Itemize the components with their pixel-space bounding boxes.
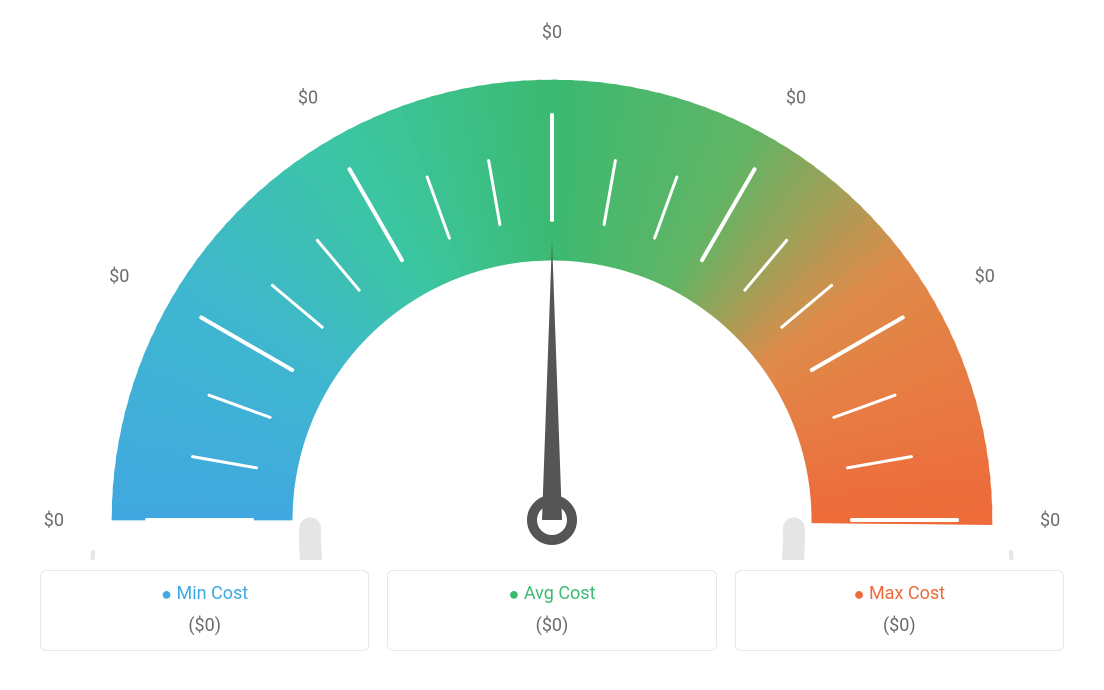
legend-value: ($0) [51, 615, 358, 636]
gauge-tick-label: $0 [786, 87, 806, 108]
legend-label: Max Cost [869, 583, 945, 604]
legend-card-title: ● Avg Cost [398, 583, 705, 605]
legend-dot-icon: ● [509, 584, 524, 605]
legend-label: Avg Cost [524, 583, 596, 604]
gauge-tick-label: $0 [44, 510, 64, 531]
legend-label: Min Cost [177, 583, 249, 604]
legend-card-title: ● Min Cost [51, 583, 358, 605]
gauge-tick-label: $0 [542, 22, 562, 43]
gauge-tick-label: $0 [109, 266, 129, 287]
gauge-tick-label: $0 [975, 266, 995, 287]
legend-dot-icon: ● [854, 584, 869, 605]
legend-value: ($0) [398, 615, 705, 636]
cost-gauge-chart: $0 $0 $0 $0 $0 $0 $0 ● Min Cost ($0) ● Avg Cost (… [0, 0, 1104, 690]
gauge-tick-label: $0 [298, 87, 318, 108]
legend-card: ● Avg Cost ($0) [387, 570, 716, 651]
legend-card: ● Max Cost ($0) [735, 570, 1064, 651]
legend-value: ($0) [746, 615, 1053, 636]
gauge-tick-label: $0 [1040, 510, 1060, 531]
legend-dot-icon: ● [161, 584, 176, 605]
legend-card: ● Min Cost ($0) [40, 570, 369, 651]
gauge-area: $0 $0 $0 $0 $0 $0 $0 [30, 10, 1074, 560]
legend-card-title: ● Max Cost [746, 583, 1053, 605]
legend-row: ● Min Cost ($0) ● Avg Cost ($0) ● Max Cost ($… [30, 570, 1074, 651]
gauge-svg: $0 $0 $0 $0 $0 $0 $0 [30, 10, 1074, 560]
